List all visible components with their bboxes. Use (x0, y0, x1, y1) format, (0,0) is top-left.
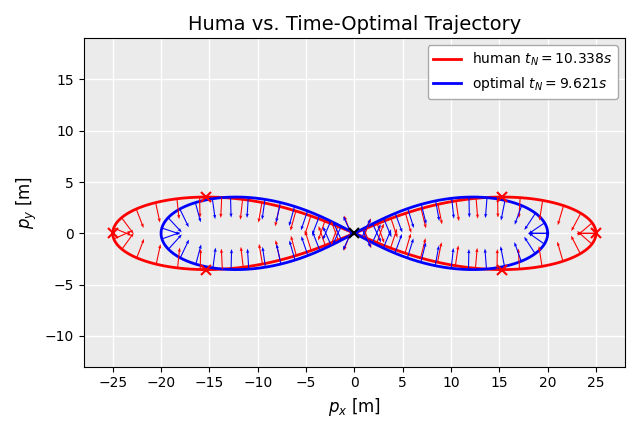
Legend: human $t_N = 10.338s$, optimal $t_N = 9.621s$: human $t_N = 10.338s$, optimal $t_N = 9.… (428, 45, 618, 99)
Title: Huma vs. Time-Optimal Trajectory: Huma vs. Time-Optimal Trajectory (188, 15, 521, 34)
Y-axis label: $p_y$ [m]: $p_y$ [m] (15, 176, 39, 229)
X-axis label: $p_x$ [m]: $p_x$ [m] (328, 396, 381, 418)
